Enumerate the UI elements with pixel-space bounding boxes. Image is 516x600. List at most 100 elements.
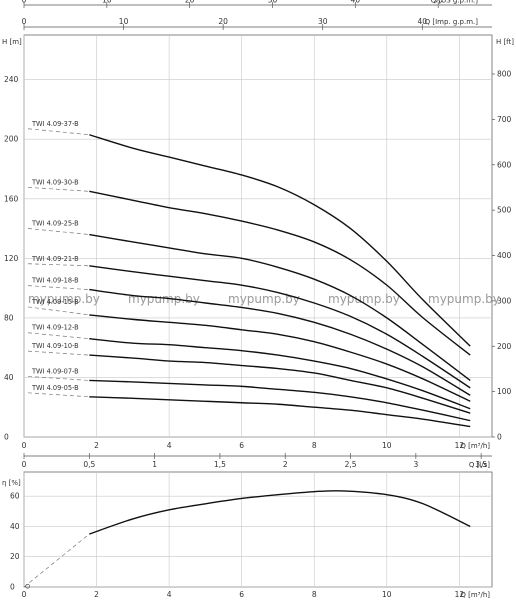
head-x-tick-label: 6 (239, 441, 244, 450)
head-curve-label: TWI 4.09-30-B (31, 178, 79, 186)
head-x-tick-label: 8 (312, 441, 317, 450)
head-right-tick-label: 800 (497, 70, 512, 79)
head-curve-4 (89, 265, 471, 389)
eff-x-tick-label: 12 (455, 590, 465, 599)
ls-axis-tick-label: 1 (152, 460, 157, 469)
top-axis-2-unit: Q [Imp. g.p.m.] (425, 18, 479, 26)
top-axis-2-tick-label: 20 (218, 17, 228, 26)
watermark-text: mypump.by (228, 292, 300, 306)
efficiency-origin-marker (25, 583, 30, 589)
head-curve-1 (89, 134, 471, 347)
head-curve-leader (27, 263, 90, 267)
top-axis-1-tick-label: 40 (351, 0, 361, 5)
head-right-tick-label: 200 (497, 342, 512, 351)
eff-y-tick-label: 60 (10, 492, 20, 501)
head-curve-5 (89, 288, 471, 396)
head-curve-leader (27, 285, 90, 290)
efficiency-curve (89, 490, 471, 535)
top-axis-2-tick-label: 0 (22, 17, 27, 26)
head-curve-7 (89, 338, 471, 410)
head-curve-3 (89, 233, 471, 381)
head-curve-9 (89, 379, 471, 422)
head-curve-label: TWI 4.09-12-B (31, 324, 79, 332)
head-curve-label: TWI 4.09-37-B (31, 120, 79, 128)
head-y-tick-label: 160 (4, 194, 19, 203)
head-curve-label: TWI 4.09-18-B (31, 277, 79, 285)
ls-axis-tick-label: 0,5 (83, 460, 95, 469)
top-axis-1-tick-label: 10 (102, 0, 112, 5)
head-x-tick-label: 2 (94, 441, 99, 450)
top-axis-1-tick-label: 20 (185, 0, 195, 5)
head-right-tick-label: 600 (497, 160, 512, 169)
watermark-text: mypump.by (428, 292, 500, 306)
eff-x-axis-label: Q [m³/h] (460, 591, 490, 599)
head-y-tick-label: 80 (4, 313, 14, 322)
top-axis-1-tick-label: 30 (268, 0, 278, 5)
watermark-text: mypump.by (328, 292, 400, 306)
head-curve-leader (27, 376, 90, 381)
efficiency-chart-frame (23, 471, 493, 588)
head-y-tick-label: 240 (4, 75, 19, 84)
ls-axis-unit: Q [l/s] (469, 461, 490, 469)
head-right-tick-label: 300 (497, 296, 512, 305)
ls-axis-tick-label: 3 (413, 460, 418, 469)
head-curve-leader (27, 186, 90, 192)
head-curve-label: TWI 4.09-10-B (31, 342, 79, 350)
head-curve-label: TWI 4.09-07-B (31, 367, 79, 375)
eff-x-tick-label: 8 (312, 590, 317, 599)
eff-x-tick-label: 4 (167, 590, 172, 599)
ls-axis-tick-label: 1,5 (214, 460, 226, 469)
head-curve-label: TWI 4.09-15-B (31, 298, 79, 306)
watermark-text: mypump.by (28, 292, 100, 306)
head-y-axis-label: H [m] (2, 38, 22, 46)
head-curve-label: TWI 4.09-21-B (31, 255, 79, 263)
head-x-tick-label: 4 (167, 441, 172, 450)
eff-x-tick-label: 0 (22, 590, 27, 599)
top-axis-1-tick-label: 0 (22, 0, 27, 5)
top-axis-2-tick-label: 40 (418, 17, 428, 26)
ls-axis-tick-label: 2 (283, 460, 288, 469)
head-curve-leader (27, 128, 90, 136)
head-x-tick-label: 10 (382, 441, 392, 450)
head-curve-leader (27, 332, 90, 340)
head-right-tick-label: 100 (497, 387, 512, 396)
head-curve-label: TWI 4.09-05-B (31, 384, 79, 392)
head-right-tick-label: 0 (497, 433, 502, 442)
head-right-axis-label: H [ft] (496, 38, 514, 46)
eff-y-tick-label: 20 (10, 552, 20, 561)
eff-y-tick-label: 40 (10, 522, 20, 531)
head-curve-leader (27, 350, 90, 356)
head-x-tick-label: 12 (455, 441, 465, 450)
head-y-tick-label: 120 (4, 254, 19, 263)
head-right-tick-label: 500 (497, 206, 512, 215)
eff-x-tick-label: 10 (382, 590, 392, 599)
head-curve-8 (89, 354, 471, 414)
ls-axis-tick-label: 3,5 (475, 460, 487, 469)
eff-x-tick-label: 6 (239, 590, 244, 599)
eff-x-tick-label: 2 (94, 590, 99, 599)
head-right-tick-label: 400 (497, 251, 512, 260)
watermark-text: mypump.by (128, 292, 200, 306)
top-axis-2-tick-label: 30 (318, 17, 328, 26)
head-curve-leader (27, 392, 90, 398)
head-y-tick-label: 200 (4, 135, 19, 144)
head-curve-2 (89, 190, 471, 356)
eff-y-tick-label: 0 (10, 583, 15, 592)
head-curve-6 (89, 314, 471, 402)
top-axis-2-tick-label: 10 (119, 17, 129, 26)
efficiency-curve-leader (23, 533, 90, 588)
head-x-tick-label: 0 (22, 441, 27, 450)
head-curve-leader (27, 306, 90, 316)
head-curve-10 (89, 396, 471, 428)
ls-axis-tick-label: 2,5 (345, 460, 357, 469)
top-axis-1-tick-label: 50 (433, 0, 443, 5)
ls-axis-tick-label: 0 (22, 460, 27, 469)
top-axis-1-unit: Q [US g.p.m.] (431, 0, 479, 5)
head-right-tick-label: 700 (497, 115, 512, 124)
head-curve-label: TWI 4.09-25-B (31, 220, 79, 228)
head-x-axis-label: Q [m³/h] (460, 442, 490, 450)
head-y-tick-label: 0 (4, 433, 9, 442)
eff-y-axis-label: η [%] (2, 479, 21, 487)
head-curve-leader (27, 228, 90, 235)
